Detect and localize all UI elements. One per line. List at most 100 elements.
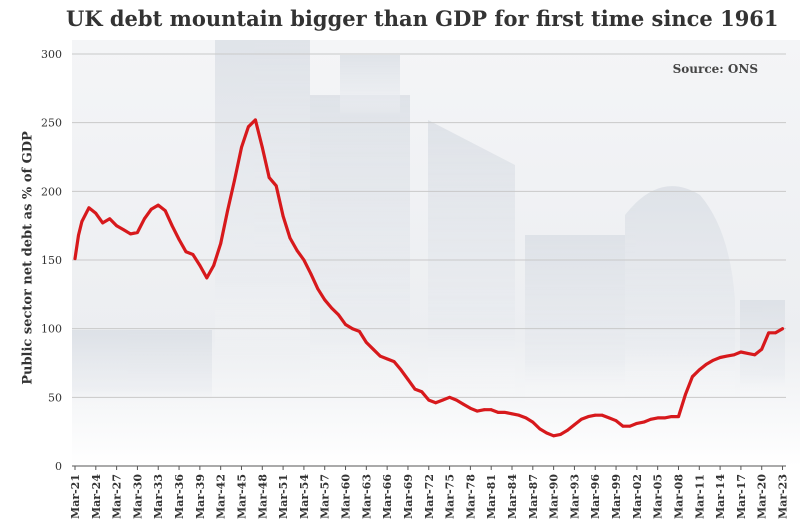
data-point — [732, 353, 736, 357]
data-point — [586, 415, 590, 418]
data-point — [219, 242, 223, 245]
data-point — [351, 327, 354, 331]
data-point — [143, 217, 146, 221]
data-point — [746, 352, 750, 355]
data-point — [614, 419, 618, 423]
data-point — [371, 347, 375, 351]
series-group — [73, 118, 785, 438]
data-point — [441, 398, 444, 402]
y-tick-label: 300 — [41, 48, 62, 61]
x-tick-label: Mar-24 — [90, 474, 103, 519]
x-tick-label: Mar-84 — [506, 474, 519, 519]
data-point — [267, 176, 271, 180]
data-point — [684, 393, 687, 396]
data-point — [316, 287, 320, 291]
data-point — [378, 354, 382, 358]
x-tick-label: Mar-99 — [610, 474, 623, 519]
data-point — [94, 211, 98, 215]
x-tick-label: Mar-90 — [548, 474, 561, 519]
x-tick-label: Mar-39 — [194, 474, 207, 519]
data-point — [281, 214, 285, 218]
data-point — [718, 356, 722, 359]
y-tick-label: 200 — [41, 185, 62, 198]
data-point — [649, 417, 653, 421]
data-point — [739, 350, 743, 354]
data-point — [156, 203, 160, 207]
data-point — [691, 375, 694, 379]
y-tick-label: 150 — [41, 254, 62, 267]
data-point — [711, 358, 715, 362]
data-point — [337, 313, 340, 317]
data-point — [469, 406, 472, 410]
data-point — [177, 238, 181, 241]
x-tick-label: Mar-96 — [589, 474, 602, 519]
x-tick-label: Mar-17 — [735, 474, 748, 519]
x-tick-label: Mar-81 — [485, 474, 498, 519]
data-point — [184, 250, 188, 254]
data-point — [670, 415, 673, 418]
data-point — [531, 420, 535, 424]
x-tick-label: Mar-78 — [464, 474, 477, 519]
data-point — [448, 395, 451, 399]
data-point — [677, 415, 680, 418]
x-tick-label: Mar-63 — [360, 474, 373, 519]
data-point — [108, 217, 112, 221]
x-tick-label: Mar-02 — [631, 474, 644, 519]
data-point — [559, 433, 562, 436]
data-point — [406, 378, 410, 381]
data-point — [302, 258, 306, 262]
data-point — [455, 398, 458, 402]
data-point — [704, 363, 708, 366]
x-tick-label: Mar-33 — [152, 474, 165, 519]
data-point — [462, 402, 465, 406]
data-point — [482, 408, 486, 412]
data-point — [781, 327, 784, 331]
data-point — [566, 428, 569, 432]
data-point — [392, 360, 396, 363]
data-point — [545, 431, 549, 435]
y-tick-label: 0 — [55, 460, 62, 473]
data-point — [170, 224, 174, 228]
x-tick-label: Mar-93 — [568, 474, 581, 519]
data-point — [274, 184, 278, 188]
data-point — [87, 206, 91, 210]
y-tick-label: 250 — [41, 117, 62, 130]
data-point — [510, 412, 514, 416]
data-point — [364, 341, 368, 344]
x-tick-label: Mar-05 — [652, 474, 665, 519]
data-point — [413, 387, 417, 391]
data-point — [309, 272, 313, 276]
x-tick-label: Mar-48 — [256, 474, 269, 519]
data-point — [122, 228, 125, 232]
data-point — [212, 264, 216, 267]
x-tick-label: Mar-60 — [340, 474, 353, 519]
x-tick-label: Mar-27 — [111, 474, 124, 519]
x-tick-label: Mar-66 — [381, 474, 394, 519]
skyline-background — [72, 40, 785, 410]
data-point — [573, 423, 576, 427]
x-tick-label: Mar-23 — [777, 474, 790, 519]
x-tick-label: Mar-45 — [235, 474, 248, 519]
x-tick-label: Mar-54 — [298, 474, 311, 519]
data-point — [198, 264, 202, 267]
data-point — [496, 411, 500, 414]
data-point — [240, 146, 243, 149]
data-point — [538, 427, 542, 431]
data-point — [233, 178, 236, 182]
data-point — [489, 408, 493, 412]
data-point — [434, 401, 438, 405]
data-point — [524, 416, 528, 420]
data-point — [77, 233, 80, 237]
data-point — [80, 220, 84, 223]
x-tick-label: Mar-14 — [714, 474, 727, 519]
data-point — [101, 221, 105, 225]
grid-lines — [72, 53, 786, 398]
x-tick-label: Mar-42 — [215, 474, 228, 519]
x-tick-label: Mar-87 — [527, 474, 540, 519]
x-tick-label: Mar-30 — [131, 474, 144, 519]
data-point — [260, 146, 264, 149]
data-point — [344, 323, 347, 326]
data-point — [663, 416, 666, 420]
x-tick-label: Mar-57 — [319, 474, 332, 519]
